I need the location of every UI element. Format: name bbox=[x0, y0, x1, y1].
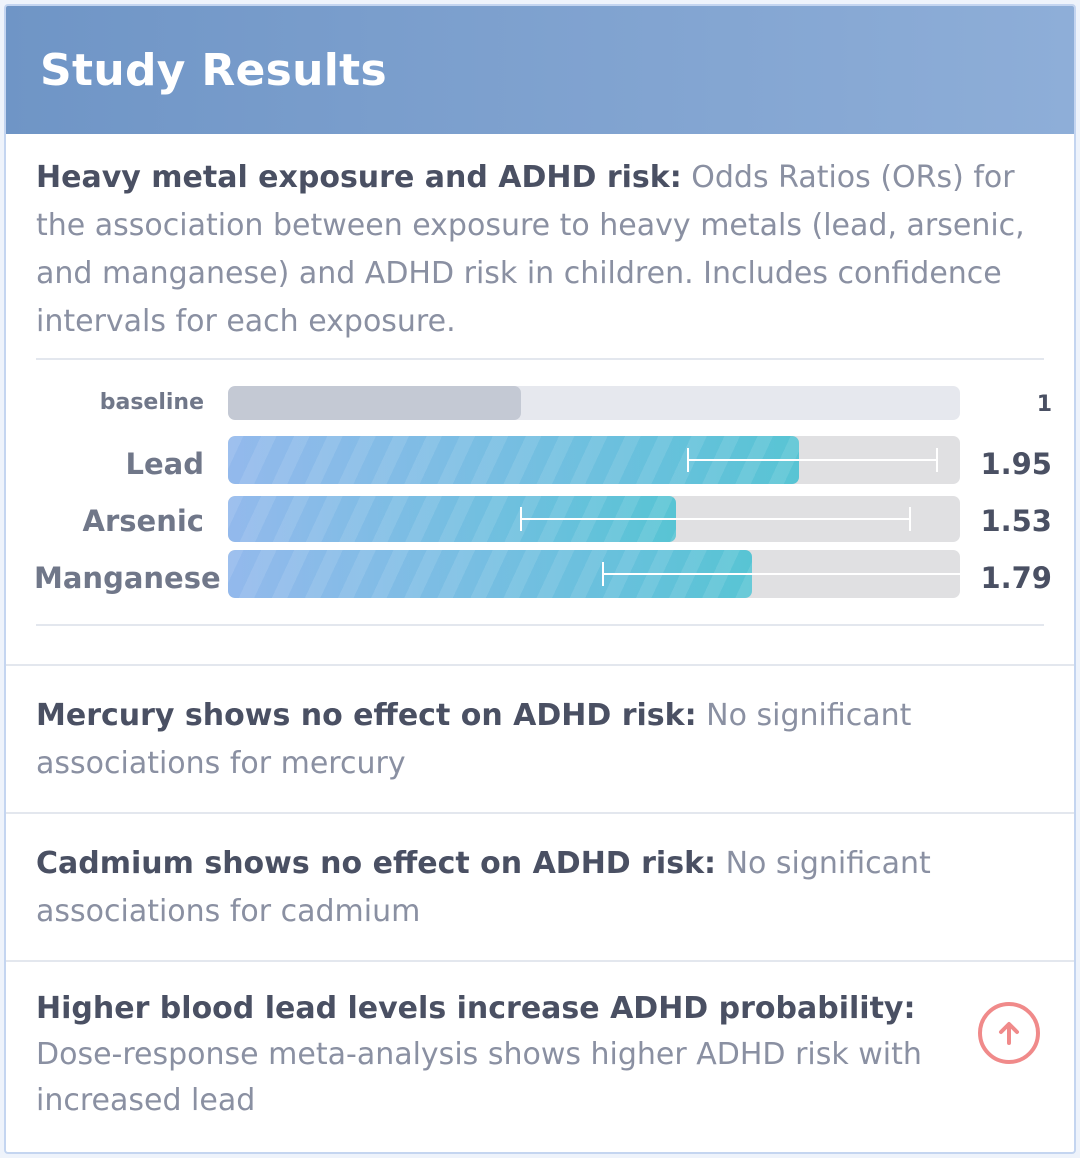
panel-title: Study Results bbox=[40, 44, 387, 96]
bar-track-baseline bbox=[228, 386, 960, 420]
ci-line-lead bbox=[687, 459, 937, 461]
mercury-section: Mercury shows no effect on ADHD risk: No… bbox=[6, 666, 1074, 814]
value-label-arsenic: 1.53 bbox=[980, 504, 1052, 538]
ci-line-manganese bbox=[602, 573, 960, 575]
odds-ratio-chart: baseline 1 Lead 1.95 Arsenic 1.53 Manganese 1.7… bbox=[6, 134, 1074, 666]
panel-header: Study Results bbox=[6, 6, 1074, 134]
blood-lead-section: Higher blood lead levels increase ADHD p… bbox=[6, 962, 1074, 1152]
bar-track-manganese bbox=[228, 550, 960, 598]
mercury-heading: Mercury shows no effect on ADHD risk: bbox=[36, 698, 697, 733]
cadmium-text: No significant associations for cadmium bbox=[36, 846, 931, 929]
value-label-manganese: 1.79 bbox=[980, 561, 1052, 595]
ci-cap-manganese-low bbox=[601, 562, 604, 586]
ci-line-arsenic bbox=[520, 518, 911, 520]
ci-cap-arsenic-high bbox=[909, 507, 912, 531]
scroll-up-button[interactable] bbox=[978, 1002, 1040, 1064]
cadmium-section: Cadmium shows no effect on ADHD risk: No… bbox=[6, 814, 1074, 962]
heavy-metal-heading: Heavy metal exposure and ADHD risk: bbox=[36, 160, 682, 195]
category-label-manganese: Manganese bbox=[34, 561, 221, 595]
mercury-description: Mercury shows no effect on ADHD risk: No… bbox=[36, 666, 936, 788]
heavy-metal-description: Heavy metal exposure and ADHD risk: Odds… bbox=[36, 134, 1046, 346]
study-results-panel: Study Results Heavy metal exposure and A… bbox=[4, 4, 1076, 1154]
blood-lead-description: Higher blood lead levels increase ADHD p… bbox=[36, 962, 936, 1124]
bar-track-lead bbox=[228, 436, 960, 484]
ci-cap-arsenic-low bbox=[519, 507, 522, 531]
cadmium-heading: Cadmium shows no effect on ADHD risk: bbox=[36, 846, 717, 881]
bar-track-arsenic bbox=[228, 496, 960, 542]
heavy-metal-section: Heavy metal exposure and ADHD risk: Odds… bbox=[6, 134, 1074, 666]
mercury-text: No significant associations for mercury bbox=[36, 698, 912, 781]
value-label-baseline: 1 bbox=[1036, 392, 1052, 417]
divider bbox=[36, 358, 1044, 360]
ci-cap-lead-high bbox=[935, 448, 938, 472]
blood-lead-heading: Higher blood lead levels increase ADHD p… bbox=[36, 991, 916, 1026]
cadmium-description: Cadmium shows no effect on ADHD risk: No… bbox=[36, 814, 936, 936]
heavy-metal-text: Odds Ratios (ORs) for the association be… bbox=[36, 160, 1025, 339]
category-label-lead: Lead bbox=[125, 447, 204, 481]
value-label-lead: 1.95 bbox=[980, 447, 1052, 481]
bar-baseline bbox=[228, 386, 521, 420]
blood-lead-text: Dose-response meta-analysis shows higher… bbox=[36, 1037, 922, 1118]
arrow-up-circle-icon bbox=[999, 1022, 1019, 1045]
ci-cap-lead-low bbox=[686, 448, 689, 472]
category-label-arsenic: Arsenic bbox=[82, 504, 204, 538]
category-label-baseline: baseline bbox=[99, 390, 204, 415]
divider bbox=[36, 624, 1044, 626]
